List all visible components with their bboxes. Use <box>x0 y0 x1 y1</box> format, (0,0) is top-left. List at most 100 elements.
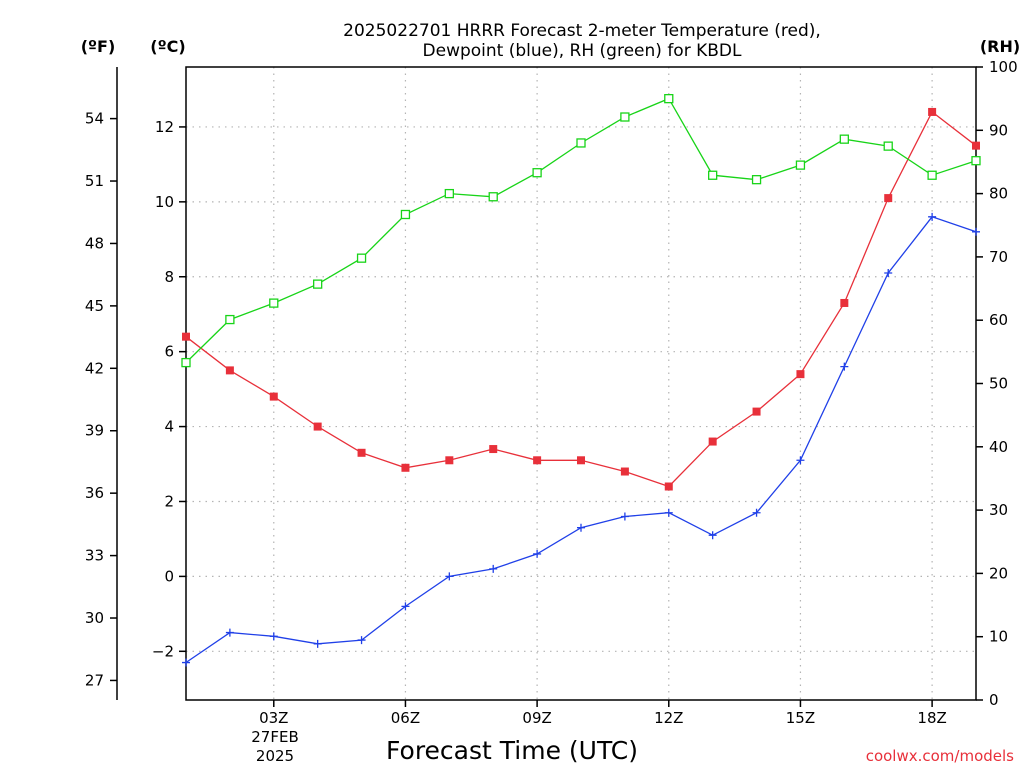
dewpoint-point <box>269 632 278 641</box>
temperature-point <box>972 141 980 150</box>
temperature-point <box>577 456 585 465</box>
rh-point <box>664 94 674 104</box>
dewpoint-point <box>225 628 234 637</box>
rh-point <box>883 141 893 151</box>
fahrenheit-tick-label: 45 <box>85 297 104 315</box>
dewpoint-point <box>664 508 673 517</box>
rh-tick-label: 60 <box>989 311 1008 329</box>
rh-tick-label: 80 <box>989 185 1008 203</box>
celsius-tick-label: −2 <box>152 642 174 660</box>
plot-frame <box>185 66 977 701</box>
fahrenheit-tick-label: 36 <box>85 484 104 502</box>
x-tick-label: 12Z <box>654 709 683 727</box>
x-tick-label: 15Z <box>786 709 815 727</box>
temperature-point <box>533 456 542 465</box>
temperature-line <box>185 110 977 488</box>
rh-point <box>225 314 235 325</box>
chart-title-line-2: Dewpoint (blue), RH (green) for KBDL <box>423 41 742 61</box>
temperature-point <box>313 422 322 431</box>
temperature-point <box>225 366 234 375</box>
rh-point <box>313 279 323 289</box>
dewpoint-point <box>884 269 893 278</box>
x-axis-title: Forecast Time (UTC) <box>386 736 638 765</box>
rh-point <box>488 192 498 202</box>
rh-point <box>751 175 762 185</box>
credit-label: coolwx.com/models <box>866 747 1014 765</box>
series-temperature <box>182 107 980 491</box>
fahrenheit-tick-label: 33 <box>85 547 104 565</box>
temperature-point <box>840 298 849 307</box>
dewpoint-point <box>620 512 629 521</box>
celsius-tick-label: 6 <box>164 343 174 361</box>
rh-point <box>444 188 454 199</box>
x-tick-label: 09Z <box>522 709 551 727</box>
temperature-point <box>708 437 717 446</box>
celsius-tick-label: 2 <box>164 492 174 510</box>
dewpoint-point <box>313 639 322 648</box>
fahrenheit-tick-label: 51 <box>85 172 104 190</box>
rh-tick-label: 30 <box>989 501 1008 519</box>
rh-tick-label: 10 <box>989 628 1008 646</box>
temperature-point <box>489 445 498 454</box>
x-tick-label: 06Z <box>391 709 420 727</box>
temperature-point <box>796 370 805 379</box>
rh-tick-label: 40 <box>989 438 1008 456</box>
temperature-point <box>664 482 673 491</box>
temperature-point <box>269 392 278 401</box>
rh-point <box>356 253 367 263</box>
series-dewpoint <box>182 212 980 667</box>
temperature-point <box>357 448 366 457</box>
temperature-point <box>928 107 937 116</box>
grid-lines <box>186 67 976 700</box>
dewpoint-point <box>577 523 585 532</box>
celsius-tick-label: 12 <box>155 118 174 136</box>
chart-title-line-1: 2025022701 HRRR Forecast 2-meter Tempera… <box>343 21 821 41</box>
dewpoint-point <box>533 549 542 558</box>
rh-tick-label: 50 <box>989 375 1008 393</box>
rh-point <box>795 160 806 170</box>
temperature-point <box>884 194 893 203</box>
rh-point <box>620 112 630 122</box>
series-rh <box>181 94 981 368</box>
fahrenheit-tick-label: 30 <box>85 609 104 627</box>
rh-point <box>269 298 279 308</box>
rh-tick-label: 70 <box>989 248 1008 266</box>
dewpoint-point <box>840 362 849 371</box>
fahrenheit-tick-label: 42 <box>85 359 104 377</box>
dewpoint-line <box>185 216 977 664</box>
fahrenheit-tick-label: 39 <box>85 422 104 440</box>
rh-point <box>400 209 411 220</box>
celsius-tick-label: 8 <box>164 268 174 286</box>
celsius-tick-label: 10 <box>155 193 174 211</box>
celsius-unit-label: (ºC) <box>150 37 185 56</box>
rh-point <box>971 156 981 166</box>
dewpoint-point <box>182 658 190 667</box>
rh-point <box>576 138 586 148</box>
rh-point <box>181 357 191 368</box>
dewpoint-point <box>928 212 937 221</box>
temperature-point <box>401 463 410 472</box>
temperature-point <box>620 467 629 476</box>
rh-tick-label: 90 <box>989 121 1008 139</box>
rh-point <box>927 170 937 180</box>
fahrenheit-tick-label: 54 <box>85 110 104 128</box>
series-layer <box>181 94 981 667</box>
axes: 03Z 06Z 09Z 12Z 15Z 18Z −2 0 2 4 6 8 10 12 27 30 33 36 39 4… <box>85 58 1018 727</box>
rh-tick-label: 20 <box>989 564 1008 582</box>
rh-point <box>839 134 849 144</box>
rh-point <box>532 168 542 178</box>
fahrenheit-tick-label: 27 <box>85 671 104 689</box>
dewpoint-point <box>796 456 805 465</box>
x-date-label: 27FEB <box>251 728 298 746</box>
temperature-point <box>182 332 190 341</box>
dewpoint-point <box>752 508 761 517</box>
dewpoint-point <box>708 531 717 540</box>
fahrenheit-tick-label: 48 <box>85 234 104 252</box>
rh-tick-label: 0 <box>989 691 999 709</box>
dewpoint-point <box>489 564 498 573</box>
rh-line <box>185 97 977 364</box>
dewpoint-point <box>445 572 454 581</box>
x-tick-label: 18Z <box>917 709 946 727</box>
dewpoint-point <box>972 227 980 236</box>
